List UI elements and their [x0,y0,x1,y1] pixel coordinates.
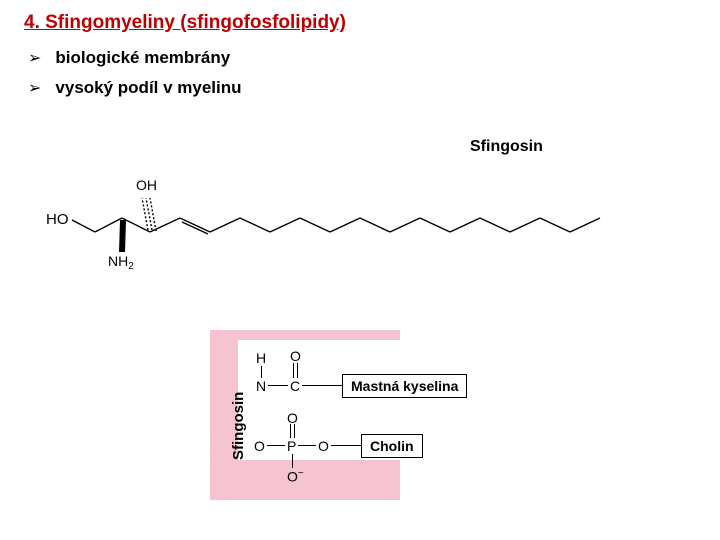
bond-line [290,424,291,438]
chevron-right-icon: ➢ [28,78,41,98]
bullet-item: ➢ vysoký podíl v myelinu [28,78,696,98]
bullet-text: vysoký podíl v myelinu [55,78,241,98]
bond-line [331,445,361,446]
bond-line [261,366,262,378]
atom-o: O [254,438,265,454]
atom-o: O [318,438,329,454]
molecule-label: Sfingosin [470,138,543,156]
label-oh: OH [136,177,157,193]
sfingosin-structure: HO OH NH2 [40,160,650,270]
bullet-item: ➢ biologické membrány [28,48,696,68]
bond-line [297,363,298,378]
bond-line [293,363,294,378]
atom-o: O [290,348,301,364]
bond-line [267,445,285,446]
bond-line [302,385,342,386]
slide-title: 4. Sfingomyeliny (sfingofosfolipidy) [24,12,696,34]
label-nh2: NH2 [108,253,134,270]
atom-oneg: O− [287,468,304,485]
bond-line [292,454,293,468]
bond-line [294,424,295,438]
cholin-box: Cholin [361,434,423,458]
sphingomyelin-diagram: Sfingosin H N C O Mastná kyselina O P O … [210,330,540,510]
atom-h: H [256,350,266,366]
atom-p: P [287,438,296,454]
atom-o: O [287,410,298,426]
chevron-right-icon: ➢ [28,48,41,68]
label-ho: HO [46,211,69,228]
sfingosin-vertical-label: Sfingosin [230,392,247,460]
atom-c: C [290,378,300,394]
bullet-text: biologické membrány [55,48,230,68]
bond-line [298,445,316,446]
atom-n: N [256,378,266,394]
bond-line [268,385,288,386]
fatty-acid-box: Mastná kyselina [342,374,467,398]
